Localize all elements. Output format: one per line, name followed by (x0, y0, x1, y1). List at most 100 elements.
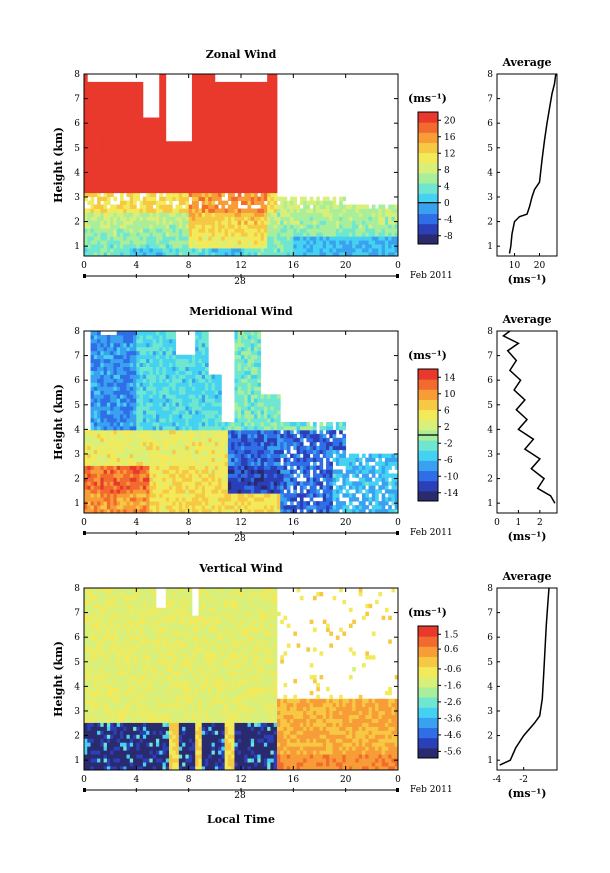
heatmap-cell (254, 141, 258, 146)
heatmap-cell (221, 125, 226, 130)
heatmap-cell (129, 129, 134, 134)
heatmap-cell (90, 358, 95, 364)
heatmap-cell (103, 505, 108, 510)
heatmap-cell (244, 220, 248, 225)
heatmap-cell (182, 224, 186, 229)
heatmap-cell (335, 220, 340, 225)
heatmap-cell (316, 212, 320, 217)
heatmap-cell (133, 410, 137, 415)
heatmap-cell (103, 453, 108, 459)
heatmap-cell (224, 157, 229, 162)
heatmap-cell (394, 236, 399, 241)
heatmap-cell (136, 418, 140, 423)
heatmap-cell (188, 188, 193, 194)
heatmap-cell (247, 200, 252, 205)
heatmap-cell (136, 354, 140, 360)
heatmap-cell (244, 109, 248, 114)
heatmap-cell (257, 149, 262, 154)
heatmap-cell (293, 244, 297, 249)
heatmap-cell (159, 121, 163, 126)
heatmap-cell (227, 180, 232, 186)
heatmap-cell (139, 129, 144, 134)
heatmap-cell (152, 117, 157, 122)
heatmap-cell (221, 216, 226, 221)
heatmap-cell (299, 224, 304, 229)
heatmap-cell (97, 402, 101, 407)
heatmap-cell (188, 362, 193, 368)
heatmap-cell (100, 457, 105, 462)
heatmap-cell (335, 240, 340, 245)
heatmap-cell (208, 165, 212, 170)
heatmap-cell (231, 501, 235, 506)
heatmap-cell (97, 418, 101, 423)
heatmap-cell (90, 497, 95, 502)
heatmap-cell (211, 212, 216, 217)
heatmap-cell (100, 410, 105, 415)
heatmap-cell (152, 184, 157, 190)
heatmap-cell (208, 505, 212, 510)
heatmap-cell (159, 453, 163, 459)
heatmap-cell (178, 366, 183, 371)
heatmap-cell (106, 453, 111, 459)
heatmap-cell (165, 437, 170, 443)
heatmap-cell (126, 461, 131, 466)
heatmap-cell (178, 204, 183, 209)
heatmap-cell (365, 236, 369, 241)
heatmap-cell (90, 125, 95, 130)
heatmap-cell (339, 244, 343, 249)
heatmap-cell (175, 244, 180, 249)
heatmap-cell (227, 228, 232, 233)
heatmap-cell (139, 184, 144, 190)
heatmap-cell (270, 149, 275, 154)
heatmap-cell (87, 109, 91, 114)
heatmap-cell (198, 153, 203, 158)
heatmap-cell (224, 422, 229, 427)
heatmap-cell (221, 465, 226, 470)
heatmap-cell (129, 469, 134, 474)
heatmap-cell (100, 429, 105, 435)
heatmap-cell (178, 161, 183, 166)
heatmap-cell (136, 153, 140, 158)
heatmap-cell (191, 168, 196, 174)
heatmap-cell (87, 129, 91, 134)
heatmap-cell (136, 165, 140, 170)
heatmap-cell (106, 449, 111, 455)
heatmap-cell (136, 429, 140, 435)
heatmap-cell (335, 236, 340, 241)
heatmap-cell (113, 121, 118, 126)
heatmap-cell (241, 157, 245, 162)
heatmap-cell (254, 224, 258, 229)
heatmap-cell (263, 157, 268, 162)
heatmap-cell (136, 390, 140, 395)
heatmap-cell (126, 469, 131, 474)
heatmap-cell (159, 485, 163, 490)
heatmap-cell (195, 208, 199, 213)
y-tick-label: 6 (74, 119, 80, 129)
heatmap-cell (254, 208, 258, 213)
heatmap-cell (214, 240, 219, 245)
heatmap-cell (113, 342, 118, 348)
heatmap-cell (182, 386, 186, 391)
heatmap-cell (342, 196, 347, 202)
heatmap-cell (162, 141, 167, 146)
x-tick-label: 20 (340, 261, 352, 271)
heatmap-cell (119, 252, 124, 257)
heatmap-cell (90, 493, 95, 498)
heatmap-cell (100, 334, 105, 340)
heatmap-cell (136, 489, 140, 494)
heatmap-cell (172, 402, 176, 407)
heatmap-cell (241, 149, 245, 154)
heatmap-cell (221, 501, 226, 506)
heatmap-cell (169, 176, 173, 182)
heatmap-cell (198, 89, 203, 95)
heatmap-cell (110, 137, 114, 142)
heatmap-cell (309, 212, 314, 217)
heatmap-cell (106, 497, 111, 502)
heatmap-cell (90, 331, 95, 336)
heatmap-cell (142, 228, 147, 233)
heatmap-cell (136, 216, 140, 221)
heatmap-cell (211, 473, 216, 478)
heatmap-cell (227, 168, 232, 174)
heatmap-cell (103, 457, 108, 462)
heatmap-cell (185, 370, 190, 375)
